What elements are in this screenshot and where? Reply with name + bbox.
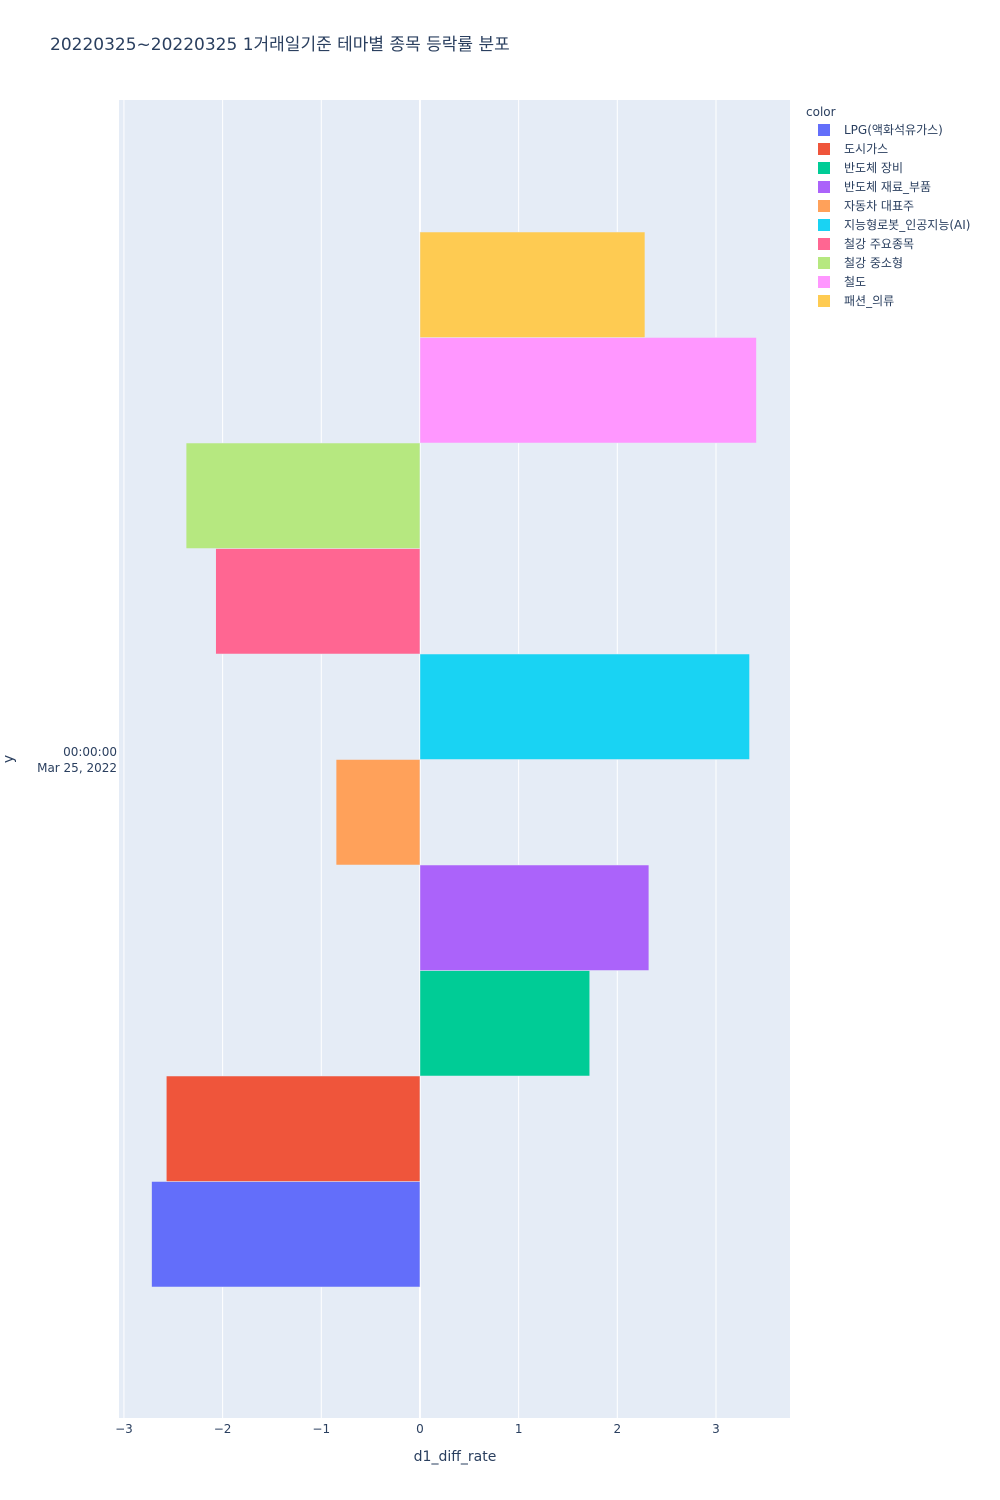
bar[interactable] xyxy=(419,337,757,444)
x-tick-label: 3 xyxy=(712,1422,720,1436)
legend-label[interactable]: 반도체 재료_부품 xyxy=(844,180,931,194)
bar[interactable] xyxy=(166,1075,421,1182)
y-tick-label-date: Mar 25, 2022 xyxy=(37,761,117,775)
x-tick-label: 0 xyxy=(416,1422,424,1436)
legend-label[interactable]: 철강 주요종목 xyxy=(844,237,914,251)
legend-label[interactable]: 도시가스 xyxy=(844,142,888,156)
x-tick-label: 1 xyxy=(515,1422,523,1436)
legend-title: color xyxy=(806,105,836,119)
legend-label[interactable]: 철도 xyxy=(844,275,866,289)
bar[interactable] xyxy=(419,231,646,338)
x-tick-label: −3 xyxy=(115,1422,133,1436)
legend-label[interactable]: 지능형로봇_인공지능(AI) xyxy=(844,218,970,232)
x-tick-label: 2 xyxy=(613,1422,621,1436)
y-tick-label-time: 00:00:00 xyxy=(63,745,117,759)
legend-swatch[interactable] xyxy=(818,143,830,155)
bars xyxy=(151,231,757,1288)
legend-swatch[interactable] xyxy=(818,257,830,269)
x-axis-ticks: −3 −2 −1 0 1 2 3 xyxy=(115,1422,720,1436)
bar[interactable] xyxy=(419,653,750,760)
chart-title: 20220325~20220325 1거래일기준 테마별 종목 등락률 분포 xyxy=(50,35,510,55)
bar[interactable] xyxy=(335,759,421,866)
x-tick-label: −2 xyxy=(214,1422,232,1436)
legend-swatch[interactable] xyxy=(818,124,830,136)
bar[interactable] xyxy=(419,864,650,971)
bar[interactable] xyxy=(185,442,421,549)
legend-swatch[interactable] xyxy=(818,295,830,307)
legend-label[interactable]: 자동차 대표주 xyxy=(844,199,914,213)
legend-swatch[interactable] xyxy=(818,219,830,231)
bar[interactable] xyxy=(419,970,590,1077)
legend-label[interactable]: LPG(액화석유가스) xyxy=(844,123,943,137)
y-axis-title: y xyxy=(1,755,17,763)
x-axis-title: d1_diff_rate xyxy=(414,1449,497,1465)
legend-swatch[interactable] xyxy=(818,238,830,250)
legend-swatch[interactable] xyxy=(818,200,830,212)
legend-label[interactable]: 반도체 장비 xyxy=(844,161,903,175)
legend-swatch[interactable] xyxy=(818,276,830,288)
legend-label[interactable]: 철강 중소형 xyxy=(844,256,903,270)
bar[interactable] xyxy=(151,1181,421,1288)
legend-swatch[interactable] xyxy=(818,162,830,174)
legend-swatch[interactable] xyxy=(818,181,830,193)
legend-label[interactable]: 패션_의류 xyxy=(844,294,894,308)
bar[interactable] xyxy=(215,548,421,655)
x-tick-label: −1 xyxy=(312,1422,330,1436)
